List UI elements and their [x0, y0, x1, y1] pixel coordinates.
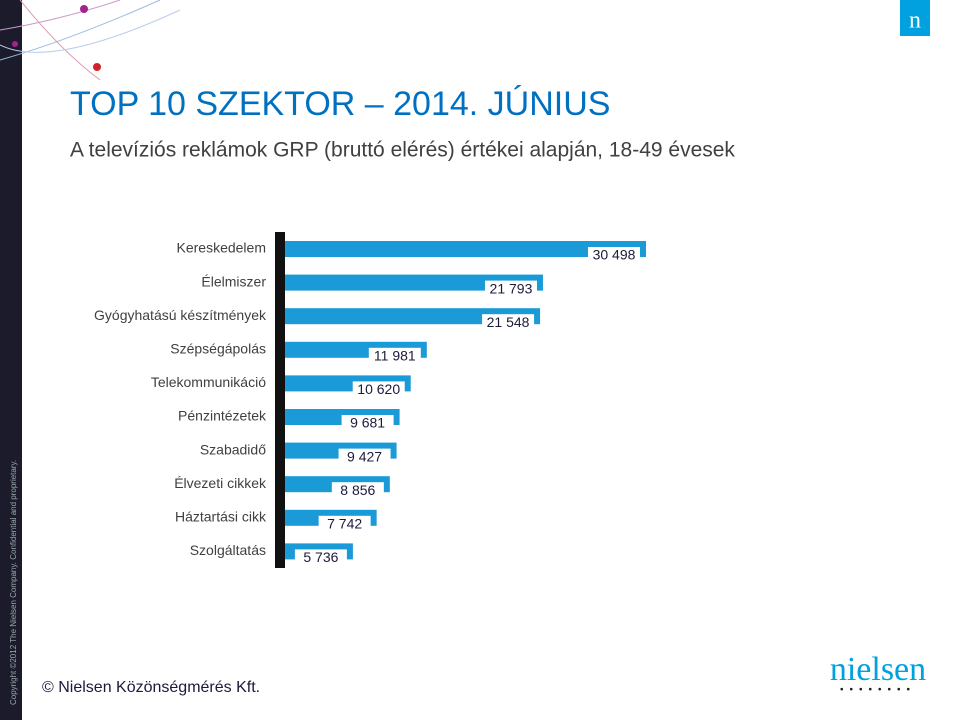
value-label: 9 681 [350, 415, 385, 431]
value-label-bg [294, 549, 347, 567]
category-label: Szolgáltatás [190, 542, 266, 558]
category-label: Kereskedelem [177, 240, 267, 256]
category-label: Pénzintézetek [178, 408, 267, 424]
value-label-bg [318, 515, 371, 533]
deco-line [19, 0, 101, 81]
logo: nielsen [830, 651, 926, 688]
category-label: Szabadidő [200, 441, 266, 457]
deco-line [0, 0, 161, 61]
axis-bar [275, 232, 285, 568]
value-label-bg [588, 247, 640, 264]
value-label-bg [482, 314, 535, 332]
deco-line [0, 9, 181, 53]
value-label: 21 793 [490, 280, 533, 296]
value-label-bg [341, 415, 394, 432]
value-label: 8 856 [340, 482, 375, 498]
value-label: 9 427 [347, 448, 382, 464]
side-strip [0, 0, 22, 720]
category-label: Háztartási cikk [175, 509, 267, 525]
value-label: 7 742 [327, 516, 362, 532]
value-label: 11 981 [374, 348, 416, 364]
decoration [0, 0, 181, 81]
bar [285, 308, 541, 325]
category-label: Telekommunikáció [151, 374, 266, 390]
category-label: Élvezeti cikkek [174, 475, 267, 491]
corner-logo-box [900, 0, 930, 36]
category-label: Élelmiszer [201, 273, 266, 289]
plot: Kereskedelem 30 498 Élelmiszer 21 793 Gyógyh… [94, 240, 646, 567]
footer: © Nielsen Közönségmérés Kft. [42, 679, 260, 696]
deco-dot [12, 41, 18, 47]
value-label-bg [484, 280, 537, 298]
value-label-bg [352, 381, 405, 399]
category-label: Gyógyhatású készítmények [94, 307, 267, 323]
bar [285, 274, 543, 291]
corner-logo: n [909, 8, 921, 34]
deco-dot [80, 5, 88, 13]
value-label: 21 548 [487, 314, 530, 330]
copyright: Copyright ©2012 The Nielsen Company. Con… [9, 460, 18, 705]
bar [285, 241, 646, 257]
deco-line [0, 0, 121, 31]
value-label-bg [338, 448, 391, 466]
title: TOP 10 SZEKTOR – 2014. JÚNIUS [70, 85, 610, 123]
deco-dot [93, 63, 101, 71]
category-label: Szépségápolás [170, 341, 266, 357]
value-label: 30 498 [593, 247, 636, 263]
value-label-bg [331, 482, 384, 500]
value-label: 5 736 [303, 549, 338, 565]
logo-dots: •••••••• [840, 685, 916, 696]
subtitle: A televíziós reklámok GRP (bruttó elérés… [70, 139, 735, 162]
value-label: 10 620 [357, 381, 400, 397]
value-label-bg [368, 347, 421, 365]
